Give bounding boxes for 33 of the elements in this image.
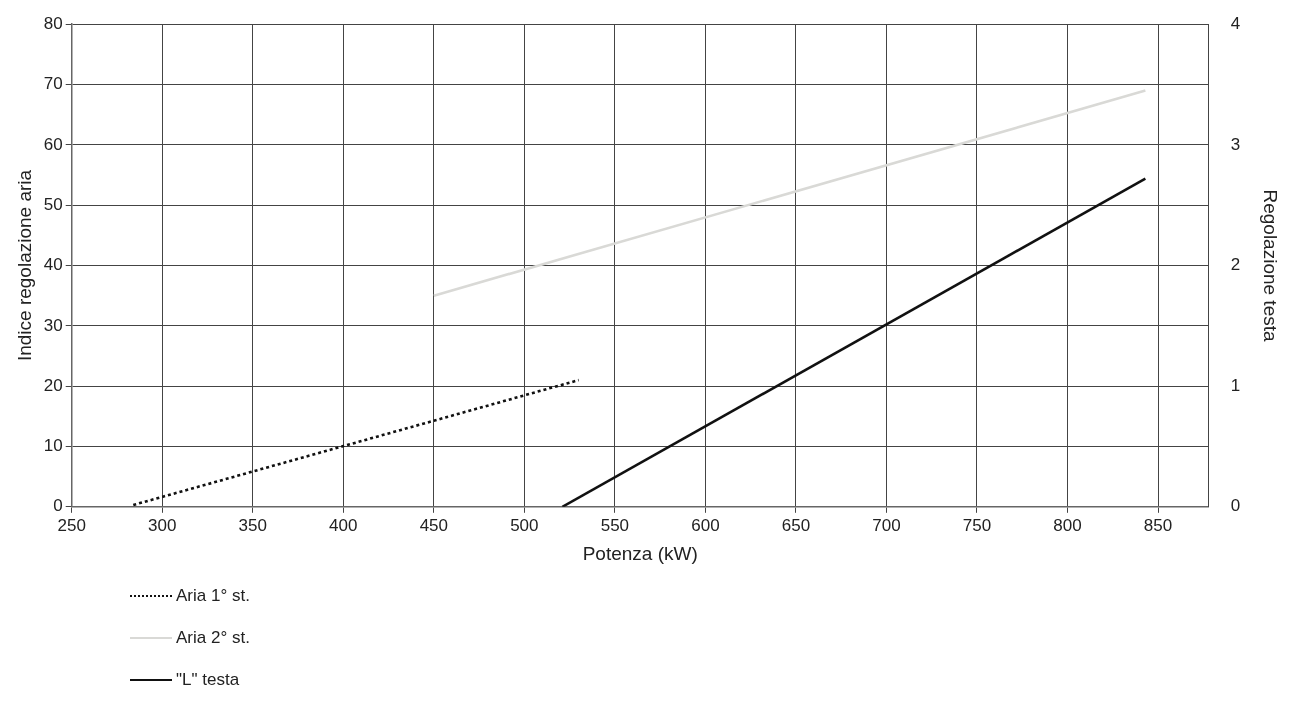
y-tick-label: 0 [53,496,63,516]
y-tick-label: 30 [43,315,63,335]
y2-tick-label: 2 [1230,255,1241,275]
y2-tick-label: 1 [1230,375,1241,395]
x-tick-label: 800 [1053,515,1082,535]
y2-tick-label: 3 [1230,134,1241,154]
legend-label: Aria 1° st. [176,586,250,606]
x-axis-title: Potenza (kW) [582,542,698,564]
y-tick-label: 60 [43,134,63,154]
x-tick-label: 750 [962,515,992,535]
y-tick-label: 40 [43,255,63,275]
x-tick-label: 450 [419,515,449,535]
x-tick-label: 400 [329,515,358,535]
x-tick-label: 650 [781,515,811,535]
x-tick-label: 700 [872,515,901,535]
y-tick-label: 50 [43,194,63,214]
x-tick-label: 850 [1143,515,1173,535]
y-axis-title: Indice regolazione aria [13,169,35,362]
legend-label: Aria 2° st. [176,628,250,648]
x-tick-label: 500 [510,515,539,535]
y-tick-label: 20 [43,375,63,395]
y2-tick-label: 4 [1230,13,1241,33]
y2-axis-title: Regolazione testa [1260,189,1282,342]
legend-label: "L" testa [176,670,240,690]
x-tick-label: 350 [238,515,267,535]
y-tick-label: 70 [43,74,63,94]
x-tick-label: 550 [600,515,630,535]
y-tick-label: 80 [43,13,63,33]
y-tick-label: 10 [43,436,63,456]
x-tick-label: 300 [148,515,177,535]
x-tick-label: 250 [57,515,86,535]
y2-tick-label: 0 [1230,496,1241,516]
x-tick-label: 600 [691,515,720,535]
